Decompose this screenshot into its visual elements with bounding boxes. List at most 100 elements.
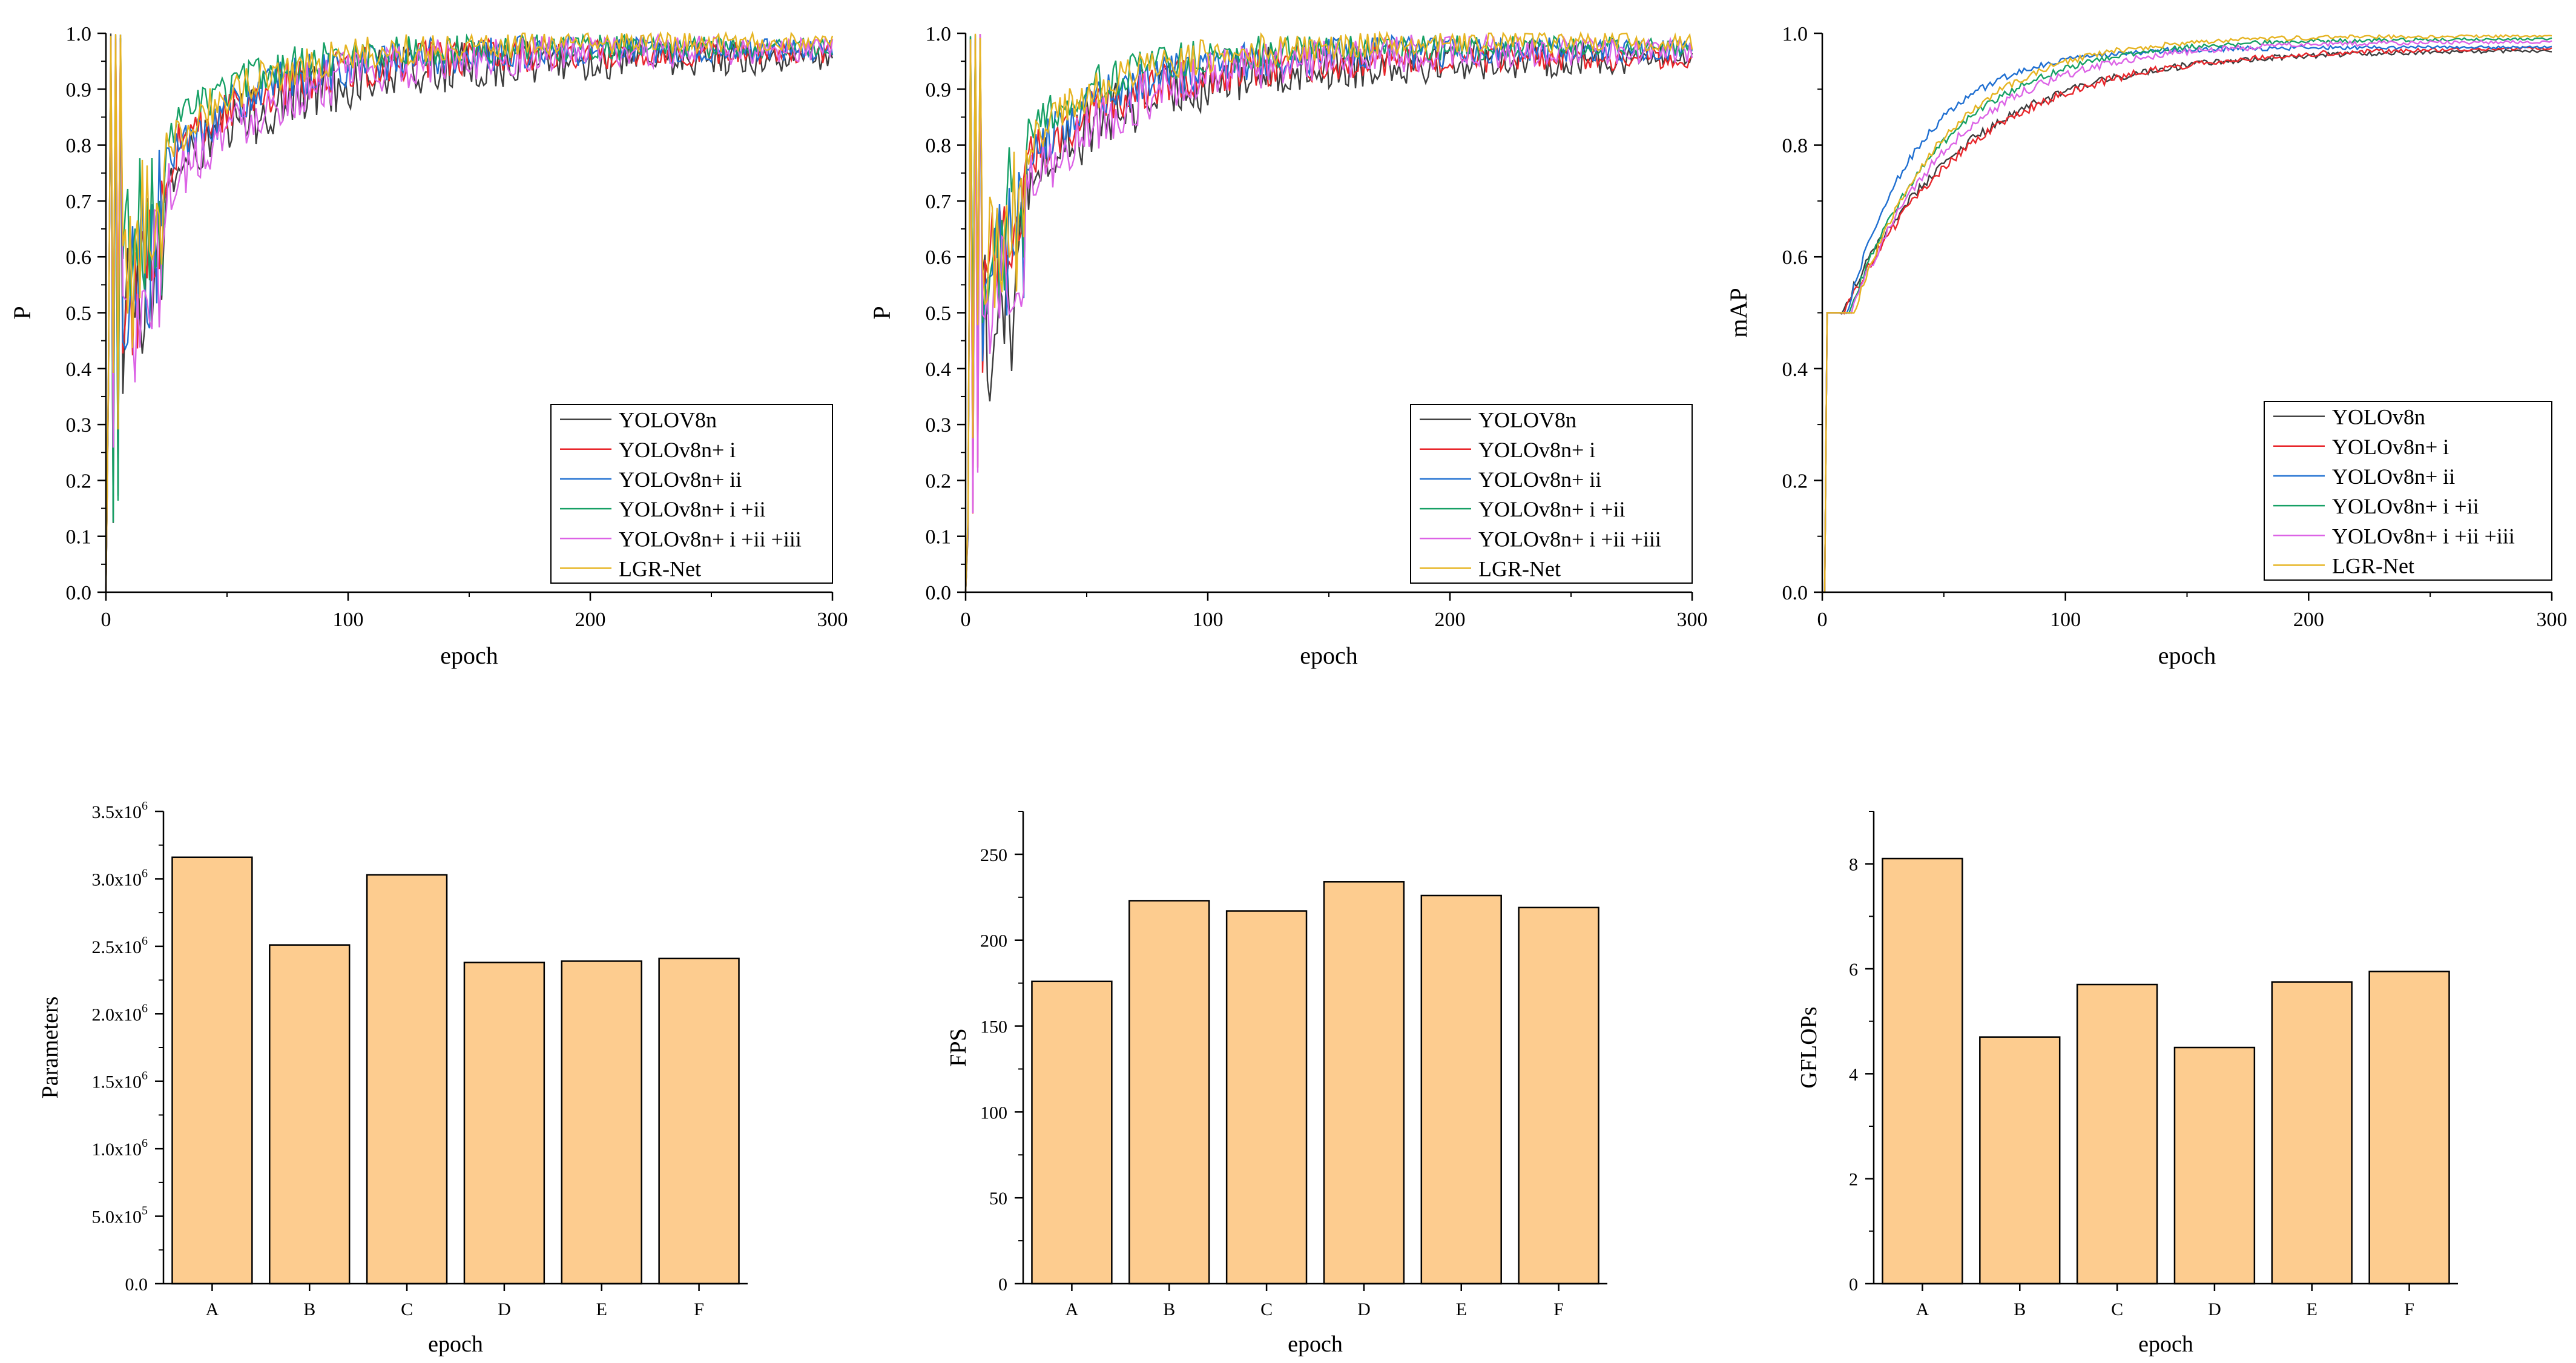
y-tick-label: 0.4	[1782, 358, 1808, 381]
legend-label: YOLOv8n+ i +ii +iii	[1478, 527, 1661, 551]
x-tick-label: D	[498, 1299, 511, 1319]
legend-label: YOLOv8n+ i +ii	[1478, 497, 1626, 521]
x-axis-title: epoch	[2138, 1332, 2193, 1357]
y-tick-label: 0.9	[66, 79, 92, 101]
x-tick-label: B	[2014, 1299, 2026, 1319]
line-chart-map: 0.0 0.2 0.4 0.6 0.8 1.0 0 100 200 300 epoch mAP YOLO…	[1725, 23, 2568, 669]
y-axis-title: FPS	[946, 1028, 971, 1066]
y-tick-label: 0.0	[66, 582, 92, 604]
x-tick-label: C	[1260, 1299, 1273, 1319]
legend: YOLOV8n YOLOv8n+ i YOLOv8n+ ii YOLOv8n+ i +…	[1410, 404, 1693, 584]
legend-label: YOLOV8n	[1478, 408, 1576, 432]
y-tick-label: 1.0	[66, 23, 92, 45]
x-tick-label: E	[596, 1299, 607, 1319]
x-tick-label: B	[303, 1299, 315, 1319]
y-tick-label: 1.0x106	[92, 1137, 148, 1160]
x-tick-label: A	[1066, 1299, 1079, 1319]
series-line	[964, 33, 1693, 593]
y-tick-label: 50	[989, 1189, 1007, 1209]
bar	[2271, 981, 2353, 1285]
bar	[171, 856, 253, 1285]
y-tick-label: 0.3	[66, 414, 92, 437]
legend-label: YOLOv8n+ i +ii +iii	[619, 527, 802, 551]
y-tick-label: 1.0	[1782, 23, 1808, 45]
y-tick-exponent: 5	[142, 1204, 148, 1218]
bar	[1518, 906, 1599, 1285]
x-tick-label: D	[1357, 1299, 1371, 1319]
x-axis-title: epoch	[1300, 642, 1358, 669]
legend-label: YOLOv8n+ ii	[1478, 467, 1601, 492]
bar	[2368, 971, 2450, 1285]
x-tick-label: 200	[2293, 609, 2324, 631]
bar	[269, 944, 351, 1285]
x-tick-label: C	[401, 1299, 413, 1319]
y-tick-label: 2.0x106	[92, 1002, 148, 1025]
bar	[2173, 1046, 2256, 1285]
x-tick-label: 300	[817, 609, 848, 631]
bar	[561, 960, 642, 1285]
y-tick-label: 2	[1849, 1170, 1858, 1190]
y-tick-label: 0.6	[1782, 246, 1808, 269]
y-tick-label: 0.2	[66, 470, 92, 492]
legend-box	[550, 404, 833, 584]
x-axis-title: epoch	[2158, 642, 2216, 669]
x-tick-label: 0	[1817, 609, 1828, 631]
legend-label: LGR-Net	[2332, 553, 2414, 578]
series-line	[1822, 46, 2552, 593]
x-tick-label: A	[206, 1299, 219, 1319]
legend-label: YOLOv8n+ ii	[619, 467, 742, 492]
series-line	[105, 37, 834, 593]
x-axis-title: epoch	[1288, 1332, 1343, 1357]
legend-label: YOLOv8n+ ii	[2332, 464, 2455, 489]
y-tick-label: 0	[998, 1275, 1007, 1295]
y-tick-exponent: 6	[142, 799, 148, 813]
series-line	[1822, 39, 2552, 593]
x-tick-label: 100	[1193, 609, 1224, 631]
legend-label: YOLOv8n	[2332, 405, 2425, 429]
bar	[1420, 894, 1502, 1285]
x-tick-label: 0	[101, 609, 111, 631]
x-tick-label: E	[1456, 1299, 1467, 1319]
legend-box	[1410, 404, 1693, 584]
y-tick-label: 0.9	[926, 79, 952, 101]
y-axis-title: Parameters	[38, 997, 63, 1099]
y-tick-label: 6	[1849, 960, 1858, 980]
y-tick-label: 1.0	[926, 23, 952, 45]
series-line	[1822, 34, 2552, 593]
bar	[1225, 910, 1308, 1285]
y-tick-label: 4	[1849, 1064, 1858, 1084]
x-tick-label: B	[1163, 1299, 1175, 1319]
y-tick-label: 0.1	[66, 526, 92, 549]
line-chart-precision-2: 0.0 0.1 0.2 0.3 0.4 0.5 0.6 0.7 0.8 0.9 1.0 0 100 200…	[868, 23, 1708, 669]
legend-label: YOLOv8n+ i +ii	[2332, 494, 2479, 518]
bar	[1031, 980, 1113, 1285]
x-axis-title: epoch	[428, 1332, 483, 1357]
bar	[1979, 1036, 2061, 1285]
series-line	[105, 33, 834, 593]
y-tick-exponent: 6	[142, 1002, 148, 1015]
y-tick-label: 0.5	[66, 303, 92, 325]
series-line	[105, 30, 834, 593]
y-tick-label: 150	[980, 1017, 1007, 1037]
y-tick-label: 0.1	[926, 526, 952, 549]
x-axis-title: epoch	[440, 642, 498, 669]
y-tick-label: 0.2	[926, 470, 952, 492]
y-tick-label: 5.0x105	[92, 1204, 148, 1227]
y-tick-exponent: 6	[142, 1137, 148, 1150]
legend-label: YOLOv8n+ i	[619, 438, 736, 462]
line-chart-precision-1: 0.0 0.1 0.2 0.3 0.4 0.5 0.6 0.7 0.8 0.9 1.0 0 100 200…	[8, 23, 848, 669]
y-tick-label: 0.8	[66, 135, 92, 157]
y-tick-label: 100	[980, 1103, 1007, 1123]
y-axis-title: mAP	[1725, 288, 1752, 337]
bar-chart-gflops: A B C D E F 0 2 4 6 8 epoch GFLOPs	[1796, 811, 2458, 1357]
x-tick-label: E	[2307, 1299, 2317, 1319]
bar-chart-fps: A B C D E F 0 50 100 150 200 250 epoch FPS	[946, 811, 1607, 1357]
y-tick-label: 0.6	[926, 246, 952, 269]
bar	[1882, 857, 1963, 1285]
x-tick-label: 100	[2050, 609, 2081, 631]
y-tick-label: 0.7	[66, 191, 92, 213]
x-tick-label: 300	[1677, 609, 1708, 631]
y-tick-label: 0.0	[1782, 582, 1808, 604]
bar	[1323, 881, 1405, 1285]
y-tick-label: 0.0	[926, 582, 952, 604]
